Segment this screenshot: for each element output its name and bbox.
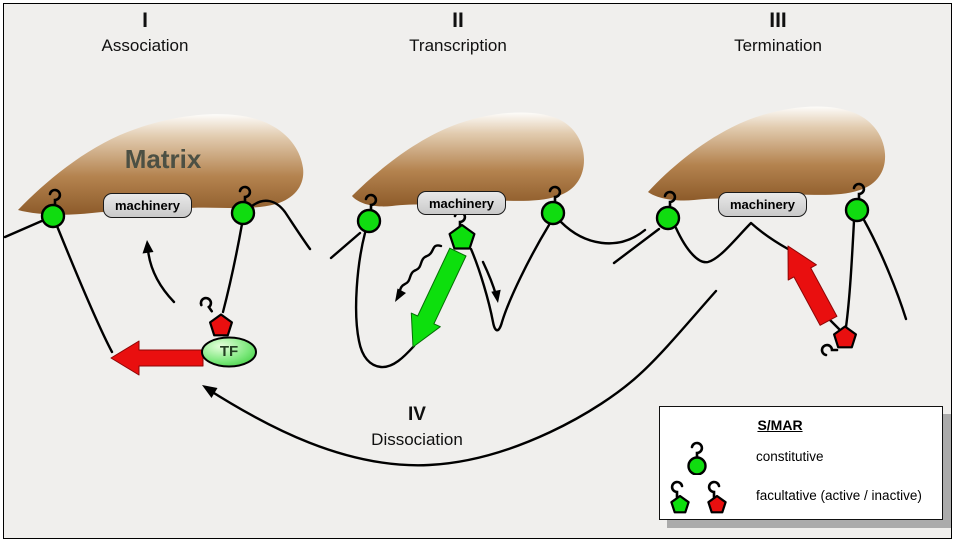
- direction-arrowhead-icon: [491, 289, 501, 303]
- dna-strand: [3, 218, 46, 239]
- transcription-factor-label: TF: [219, 343, 239, 360]
- termination-arrow: [787, 245, 838, 326]
- constitutive-smar-icon: [230, 200, 256, 226]
- stage-header-termination: III Termination: [698, 8, 858, 58]
- constitutive-smar-icon: [655, 205, 681, 231]
- dna-strand: [862, 218, 908, 321]
- constitutive-smar-icon: [687, 441, 707, 475]
- legend-label-constitutive: constitutive: [756, 449, 824, 464]
- stage-numeral: IV: [408, 404, 426, 425]
- dna-strand: [329, 231, 362, 260]
- dna-strand: [469, 223, 551, 332]
- facultative-smar-active-icon: [448, 223, 476, 250]
- dna-strand: [221, 222, 244, 314]
- dna-strand: [612, 227, 661, 265]
- constitutive-smar-icon: [356, 208, 382, 234]
- matrix-blob: [18, 114, 304, 215]
- constitutive-smar-icon: [540, 200, 566, 226]
- association-arrowhead-icon: [142, 240, 154, 254]
- hook-icon: [820, 343, 839, 357]
- constitutive-smar-icon: [40, 203, 66, 229]
- legend-label-facultative: facultative (active / inactive): [756, 488, 922, 503]
- dissociation-arrowhead-icon: [202, 385, 218, 398]
- facultative-smar-active-icon: [670, 480, 690, 514]
- dna-strand: [55, 224, 114, 354]
- dna-strand: [354, 231, 416, 369]
- stage-numeral: III: [769, 9, 787, 32]
- rna-arrowhead-icon: [395, 288, 406, 302]
- legend-box: S/MAR constitutive facultative (active /…: [659, 406, 943, 520]
- transcription-factor-ellipse: [201, 336, 257, 368]
- stage-label: Dissociation: [371, 430, 463, 449]
- facultative-smar-inactive-icon: [832, 325, 858, 349]
- dna-strand: [559, 220, 647, 245]
- stage-label: Association: [101, 36, 189, 55]
- dna-strand: [250, 199, 312, 251]
- stage-header-association: I Association: [65, 8, 225, 58]
- rna-squiggle-arrow: [396, 244, 443, 297]
- hook-icon: [197, 294, 218, 316]
- dna-strand: [844, 219, 856, 329]
- stage-header-transcription: II Transcription: [378, 8, 538, 58]
- stage-label: Termination: [734, 36, 822, 55]
- matrix-blob: [352, 112, 584, 207]
- association-arrow: [146, 248, 176, 304]
- constitutive-smar-icon: [844, 197, 870, 223]
- machinery-box: machinery: [718, 192, 807, 217]
- gene-arrow-inactive: [110, 340, 204, 376]
- facultative-smar-inactive-icon: [209, 313, 233, 337]
- dissociation-arrow: [204, 289, 718, 467]
- stage-label: Transcription: [409, 36, 507, 55]
- dna-strand: [674, 221, 790, 264]
- legend-title: S/MAR: [757, 417, 803, 433]
- matrix-blob: [648, 106, 886, 201]
- stage-numeral: II: [452, 9, 464, 32]
- stage-header-dissociation: IV Dissociation: [337, 402, 497, 452]
- machinery-box: machinery: [103, 193, 192, 218]
- matrix-label: Matrix: [124, 144, 202, 174]
- facultative-smar-inactive-icon: [707, 480, 727, 514]
- machinery-box: machinery: [417, 191, 506, 215]
- gene-arrow-active: [410, 247, 467, 348]
- stage-numeral: I: [142, 9, 148, 32]
